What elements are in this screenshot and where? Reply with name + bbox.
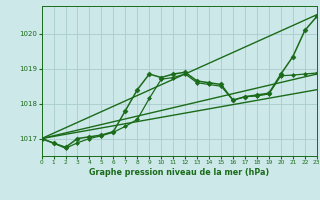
X-axis label: Graphe pression niveau de la mer (hPa): Graphe pression niveau de la mer (hPa) xyxy=(89,168,269,177)
